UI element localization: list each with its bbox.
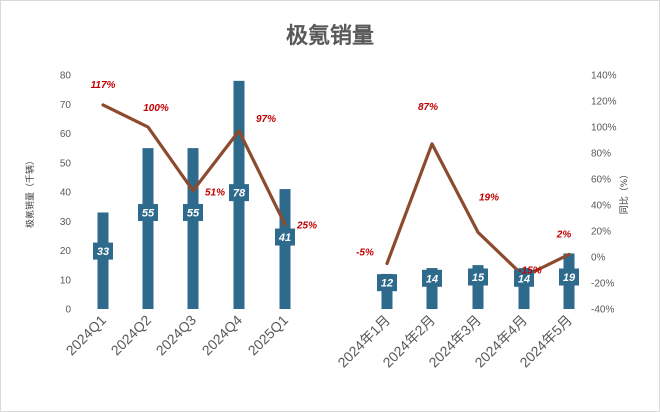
y-tick-label: 50 (60, 158, 72, 169)
y-tick-label: 60 (60, 129, 72, 140)
bar (142, 148, 154, 309)
bar (187, 148, 199, 309)
bar (518, 268, 530, 309)
bar-value-box (229, 184, 249, 202)
yoy-label: -5% (356, 248, 374, 259)
bar (97, 212, 109, 309)
bar-value-label: 19 (563, 272, 576, 284)
y2-tick-label: -40% (591, 305, 614, 316)
bar-value-label: 15 (472, 272, 485, 284)
bar-value-box (559, 268, 579, 286)
x-category-label: 2024Q4 (199, 312, 246, 359)
yoy-label: 2% (556, 229, 572, 240)
bar-value-box (275, 228, 295, 246)
y2-tick-label: -20% (591, 279, 614, 290)
y2-axis-title: 同比（%） (618, 170, 630, 215)
bar (381, 273, 393, 309)
y2-tick-label: 40% (591, 201, 611, 212)
bar-value-label: 41 (278, 232, 291, 244)
y-tick-label: 70 (60, 100, 72, 111)
x-category-label: 2024Q2 (108, 312, 155, 359)
yoy-label: 117% (91, 80, 116, 91)
bar (279, 189, 291, 309)
y2-tick-label: 60% (591, 175, 611, 186)
bar-value-label: 78 (233, 188, 246, 200)
bar-value-box (183, 203, 203, 221)
y-tick-label: 40 (60, 188, 72, 199)
x-category-label: 2024Q1 (63, 312, 110, 359)
yoy-label: 87% (418, 102, 438, 113)
bar (472, 265, 484, 309)
yoy-label: 97% (256, 114, 276, 125)
bar-value-box (138, 203, 158, 221)
y2-tick-label: 120% (591, 97, 617, 108)
y2-tick-label: 100% (591, 123, 617, 134)
y-tick-label: 20 (60, 246, 72, 257)
bar-value-label: 14 (518, 273, 530, 285)
chart-title: 极氪销量 (286, 23, 374, 49)
y2-tick-label: 20% (591, 227, 611, 238)
bar-value-box (468, 268, 488, 286)
bar-value-label: 12 (381, 278, 393, 290)
yoy-label: 25% (296, 221, 317, 232)
bar-value-box (93, 242, 113, 260)
y-axis-title: 极氪销量（千辆） (24, 156, 36, 228)
yoy-label: 100% (143, 103, 169, 114)
x-category-label: 2024Q3 (153, 312, 200, 359)
y-tick-label: 80 (60, 71, 72, 82)
bar-value-label: 14 (426, 273, 438, 285)
yoy-label: 19% (479, 192, 499, 203)
yoy-line (385, 142, 571, 279)
bar-value-label: 55 (187, 207, 200, 219)
yoy-line (101, 103, 287, 227)
y-tick-label: 0 (65, 305, 71, 316)
bar-value-box (514, 269, 534, 287)
y2-tick-label: 0% (591, 253, 606, 264)
y-tick-label: 10 (60, 275, 72, 286)
bar-value-label: 33 (97, 246, 109, 258)
y-tick-label: 30 (60, 217, 72, 228)
y2-tick-label: 80% (591, 149, 611, 160)
y2-tick-label: 140% (591, 71, 617, 82)
yoy-label: -15% (518, 266, 541, 277)
x-category-label: 2025Q1 (245, 312, 292, 359)
bar-value-label: 55 (142, 207, 155, 219)
bar-value-box (377, 274, 397, 292)
yoy-label: 51% (205, 188, 225, 199)
bar (426, 268, 438, 309)
bar-value-box (422, 269, 442, 287)
